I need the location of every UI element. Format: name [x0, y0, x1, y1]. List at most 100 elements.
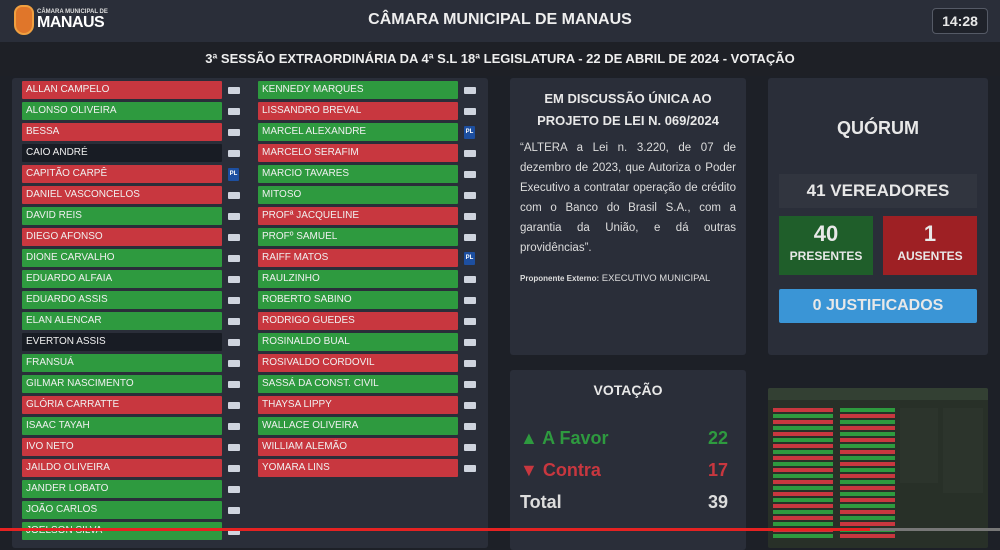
councilor-row: THAYSA LIPPY — [258, 396, 458, 414]
councilor-list: ALLAN CAMPELO ALONSO OLIVEIRA BESSA CAIO AN… — [12, 78, 488, 548]
party-logo-icon — [464, 444, 476, 451]
present-count: 40 — [813, 221, 839, 246]
present-label: PRESENTES — [789, 249, 863, 263]
councilor-row: MARCIO TAVARES — [258, 165, 458, 183]
party-logo-icon — [464, 465, 476, 472]
councilor-row: PROFº SAMUEL — [258, 228, 458, 246]
crest-icon — [14, 5, 34, 35]
party-logo-icon — [228, 255, 240, 262]
councilor-row: JAILDO OLIVEIRA — [22, 459, 222, 477]
justified-box: 0 JUSTIFICADOS — [779, 289, 977, 323]
councilor-row: DAVID REIS — [22, 207, 222, 225]
councilor-row: ISAAC TAYAH — [22, 417, 222, 435]
councilor-row: JOELSON SILVA — [22, 522, 222, 540]
favor-row: ▲ A Favor 22 — [520, 426, 728, 450]
councilor-row: IVO NETO — [22, 438, 222, 456]
party-logo-icon — [464, 108, 476, 115]
total-label: Total — [520, 492, 562, 512]
party-logo-icon — [464, 339, 476, 346]
councilor-row: JANDER LOBATO — [22, 480, 222, 498]
absent-count: 1 — [923, 221, 937, 246]
councilor-row: CAPITÃO CARPÊ — [22, 165, 222, 183]
councilor-row: FRANSUÁ — [22, 354, 222, 372]
councilor-row: EDUARDO ALFAIA — [22, 270, 222, 288]
party-logo-icon — [464, 213, 476, 220]
absent-label: AUSENTES — [897, 249, 963, 263]
party-logo-icon — [464, 318, 476, 325]
councilor-row: MARCELO SERAFIM — [258, 144, 458, 162]
party-logo-icon — [464, 150, 476, 157]
voting-title: VOTAÇÃO — [593, 382, 663, 398]
councilor-row: RODRIGO GUEDES — [258, 312, 458, 330]
party-logo-icon — [464, 381, 476, 388]
councilor-row: ALLAN CAMPELO — [22, 81, 222, 99]
party-logo-icon — [228, 402, 240, 409]
councilor-row: RAIFF MATOS — [258, 249, 458, 267]
party-logo-icon — [464, 402, 476, 409]
voting-panel: VOTAÇÃO ▲ A Favor 22 ▼ Contra 17 Total 39 — [510, 370, 746, 550]
logo-big-text: MANAUS — [37, 14, 105, 31]
councilor-row: EDUARDO ASSIS — [22, 291, 222, 309]
party-logo-icon — [228, 150, 240, 157]
councilor-row: LISSANDRO BREVAL — [258, 102, 458, 120]
thumbs-up-icon: ▲ — [520, 428, 538, 448]
party-logo-icon — [228, 108, 240, 115]
proponent-label: Proponente Externo: — [520, 274, 600, 283]
absent-box: 1 AUSENTES — [883, 216, 977, 275]
party-logo-icon — [228, 486, 240, 493]
favor-count: 22 — [707, 428, 728, 448]
total-count: 39 — [707, 492, 728, 512]
councilor-row: ROBERTO SABINO — [258, 291, 458, 309]
party-logo-icon — [464, 297, 476, 304]
party-logo-icon — [228, 528, 240, 535]
councilor-row: MARCEL ALEXANDRE — [258, 123, 458, 141]
councilor-row: WALLACE OLIVEIRA — [258, 417, 458, 435]
proponent: Proponente Externo: EXECUTIVO MUNICIPAL — [520, 272, 736, 285]
councilor-row: DIEGO AFONSO — [22, 228, 222, 246]
quorum-panel: QUÓRUM 41 VEREADORES 40 PRESENTES 1 AUSENT… — [768, 78, 988, 355]
project-text: “ALTERA a Lei n. 3.220, de 07 de dezembr… — [520, 142, 736, 254]
screen-preview-thumbnail — [768, 388, 988, 548]
party-logo-icon — [228, 318, 240, 325]
party-logo-icon — [228, 276, 240, 283]
video-progress-bar[interactable] — [0, 528, 1000, 531]
councilor-row: BESSA — [22, 123, 222, 141]
party-logo-icon — [228, 192, 240, 199]
party-logo-icon — [464, 423, 476, 430]
clock: 14:28 — [932, 8, 988, 34]
camara-logo: CÂMARA MUNICIPAL DE MANAUS — [14, 5, 108, 35]
party-logo-icon — [228, 339, 240, 346]
councilor-row: DIONE CARVALHO — [22, 249, 222, 267]
favor-label: A Favor — [542, 428, 609, 448]
councilor-row: PROFª JACQUELINE — [258, 207, 458, 225]
councilor-row: ALONSO OLIVEIRA — [22, 102, 222, 120]
councilor-row: WILLIAM ALEMÃO — [258, 438, 458, 456]
councilor-row: MITOSO — [258, 186, 458, 204]
quorum-title: QUÓRUM — [837, 118, 919, 138]
project-heading-2: PROJETO DE LEI N. 069/2024 — [537, 113, 719, 128]
party-logo-icon — [464, 87, 476, 94]
project-panel: EM DISCUSSÃO ÚNICA AO PROJETO DE LEI N. … — [510, 78, 746, 355]
councilor-row: YOMARA LINS — [258, 459, 458, 477]
project-heading-1: EM DISCUSSÃO ÚNICA AO — [544, 91, 712, 106]
councilor-row: SASSÁ DA CONST. CIVIL — [258, 375, 458, 393]
party-logo-icon: PL — [464, 252, 475, 265]
councilor-row: ELAN ALENCAR — [22, 312, 222, 330]
councilor-row: JOÃO CARLOS — [22, 501, 222, 519]
party-logo-icon — [464, 171, 476, 178]
page-title: CÂMARA MUNICIPAL DE MANAUS — [368, 11, 632, 28]
contra-count: 17 — [707, 460, 728, 480]
party-logo-icon — [228, 87, 240, 94]
councilor-row: EVERTON ASSIS — [22, 333, 222, 351]
thumbs-down-icon: ▼ — [520, 460, 538, 480]
party-logo-icon — [464, 234, 476, 241]
party-logo-icon — [228, 507, 240, 514]
present-box: 40 PRESENTES — [779, 216, 873, 275]
party-logo-icon — [228, 360, 240, 367]
party-logo-icon — [464, 360, 476, 367]
contra-label: Contra — [542, 460, 601, 480]
party-logo-icon — [228, 234, 240, 241]
party-logo-icon — [464, 192, 476, 199]
party-logo-icon — [228, 465, 240, 472]
party-logo-icon: PL — [228, 168, 239, 181]
